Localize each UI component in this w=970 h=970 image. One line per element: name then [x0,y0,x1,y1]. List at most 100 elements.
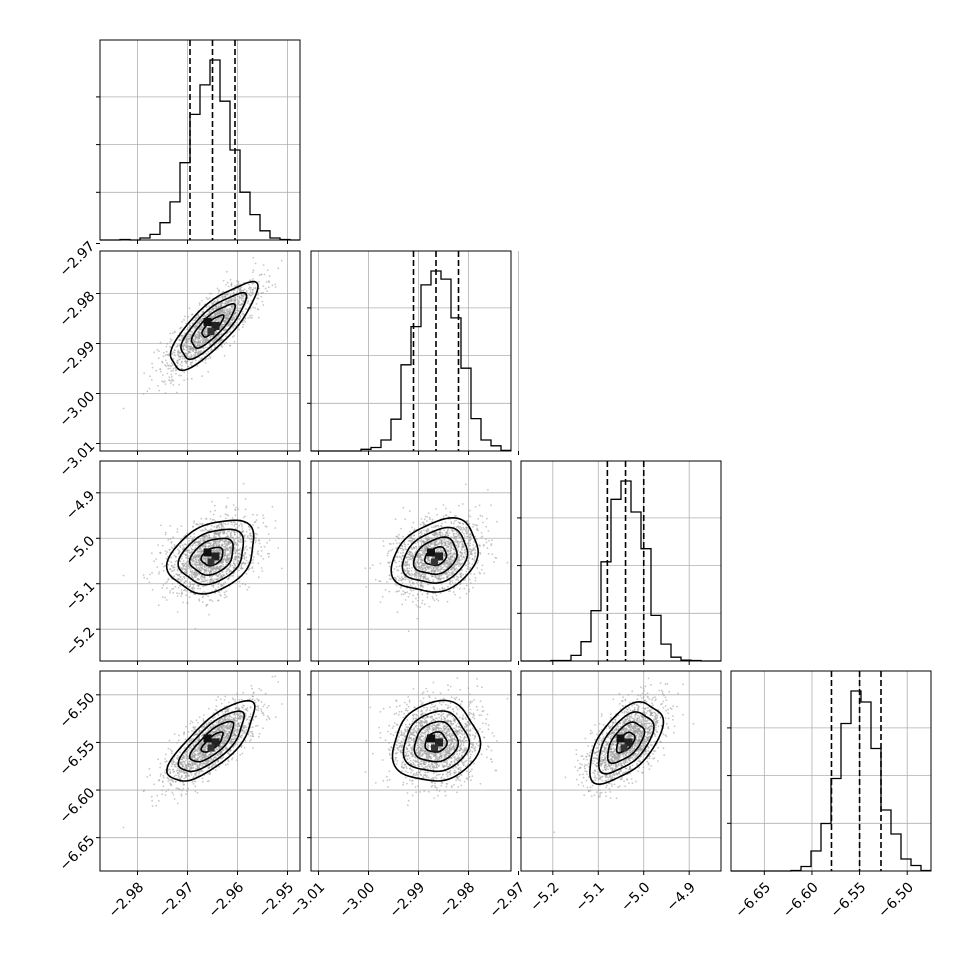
sample-point [267,555,270,558]
sample-point [153,560,156,563]
sample-point [231,300,233,302]
sample-point [463,551,466,554]
sample-point [459,525,462,528]
sample-point [182,568,184,570]
sample-point [213,300,216,303]
sample-point [234,557,237,559]
sample-point [179,576,182,578]
sample-point [166,353,169,356]
sample-point [248,294,251,296]
sample-point [267,280,270,283]
sample-point [201,357,203,359]
sample-point [192,573,195,576]
sample-point [190,567,193,570]
sample-point [410,547,413,550]
sample-point [177,548,179,551]
sample-point [157,604,160,607]
sample-point [224,311,227,314]
sample-point [214,509,217,512]
sample-point [185,349,188,351]
sample-point [244,317,247,320]
sample-point [171,378,173,381]
sample-point [142,574,145,576]
sample-point [459,537,461,539]
sample-point [224,581,227,583]
sample-point [161,544,164,547]
sample-point [183,581,186,584]
sample-point [398,533,400,536]
sample-point [219,515,222,518]
sample-point [451,536,453,539]
sample-point [221,571,223,573]
sample-point [244,551,247,554]
sample-point [257,576,260,579]
sample-point [180,580,183,582]
sample-point [185,322,188,325]
sample-point [391,548,394,551]
sample-point [458,527,461,530]
sample-point [467,529,470,532]
sample-point [196,574,199,577]
sample-point [460,527,463,529]
sample-point [236,295,239,298]
sample-point [148,581,151,583]
sample-point [469,582,472,584]
sample-point [209,357,212,359]
sample-point [257,526,260,529]
sample-point [155,369,158,372]
density-peak [203,548,212,557]
sample-point [427,568,430,570]
sample-point [256,308,259,310]
sample-point [246,536,249,538]
sample-point [225,505,228,507]
sample-point [197,587,199,590]
sample-point [491,553,494,556]
sample-point [190,354,193,356]
sample-point [151,571,154,574]
sample-point [199,358,202,360]
sample-point [211,569,214,572]
sample-point [151,366,154,369]
sample-point [204,527,207,529]
panel-frame [99,250,301,452]
sample-point [240,286,243,289]
sample-point [205,358,208,360]
sample-point [179,363,182,366]
sample-point [243,288,246,291]
sample-point [164,380,166,383]
sample-point [234,551,237,554]
sample-point [161,361,164,364]
sample-point [196,316,198,319]
sample-point [173,330,176,333]
sample-point [461,558,464,560]
sample-point [193,559,195,562]
sample-point [222,563,225,566]
sample-point [186,532,189,535]
sample-point [198,562,201,564]
sample-point [218,312,221,315]
sample-point [149,573,151,576]
sample-point [415,545,417,548]
sample-point [200,547,203,550]
sample-point [418,540,420,542]
sample-point [404,599,407,601]
sample-point [481,568,483,571]
sample-point [198,550,201,553]
sample-point [411,537,413,540]
sample-point [226,535,229,538]
sample-point [219,566,222,569]
sample-point [394,539,397,542]
sample-point [170,570,173,573]
sample-point [187,586,189,588]
sample-point [230,531,233,534]
density-peak [211,322,220,330]
sample-point [193,536,196,538]
sample-point [201,566,203,569]
sample-point [240,562,243,565]
sample-point [431,565,434,568]
sample-point [219,333,221,336]
sample-point [207,542,209,545]
sample-point [444,565,447,567]
sample-point [161,380,164,383]
sample-point [204,570,207,572]
